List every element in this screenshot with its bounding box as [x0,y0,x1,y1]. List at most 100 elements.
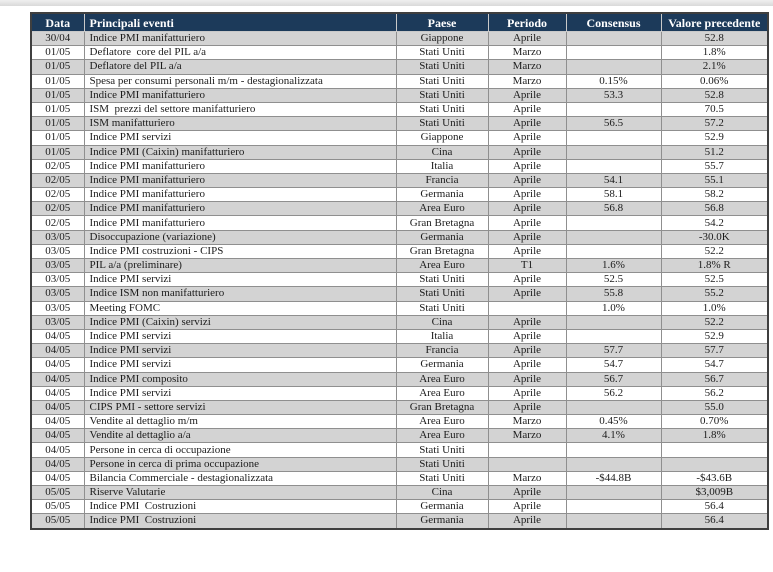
cell-data: 04/05 [30,371,85,387]
cell-precedente: 1.8% [660,45,769,61]
cell-precedente: 70.5 [660,101,769,118]
cell-data: 02/05 [30,187,85,203]
cell-periodo: Aprile [487,328,567,345]
cell-data: 02/05 [30,201,85,217]
cell-data: 03/05 [30,243,85,260]
cell-consensus: 57.7 [565,343,662,359]
cell-precedente [660,442,769,458]
cell-consensus: 56.7 [565,371,662,387]
column-header-principali-eventi: Principali eventi [83,12,397,32]
cell-data: 01/05 [30,45,85,61]
cell-paese: Stati Uniti [395,73,489,89]
cell-data: 02/05 [30,172,85,189]
cell-periodo: Aprile [487,385,567,401]
header-row: Data Principali eventi Paese Periodo Con… [30,12,769,32]
table-row: 03/05 Indice PMI servizi Stati Uniti Aprile… [30,272,769,288]
cell-paese: Giappone [395,130,489,146]
table-row: 01/05 Indice PMI servizi Giappone Aprile 52.… [30,130,769,146]
cell-precedente: 1.8% R [660,257,769,274]
cell-paese: Area Euro [395,414,489,430]
cell-paese: Cina [395,144,489,160]
cell-periodo: Aprile [487,101,567,118]
cell-periodo: Aprile [487,187,567,203]
table-row: 01/05 Deflatore core del PIL a/a Stati Uni… [30,45,769,61]
cell-data: 05/05 [30,499,85,515]
table-row: 05/05 Riserve Valutarie Cina Aprile $3,009B [30,484,769,501]
cell-consensus [565,30,662,47]
cell-data: 03/05 [30,257,85,274]
cell-precedente: 52.9 [660,130,769,146]
cell-periodo: Marzo [487,470,567,487]
cell-periodo: Aprile [487,286,567,302]
table-row: 01/05 ISM manifatturiero Stati Uniti Aprile… [30,116,769,132]
cell-paese: Giappone [395,30,489,47]
cell-consensus: 0.45% [565,414,662,430]
cell-paese: Gran Bretagna [395,215,489,231]
cell-paese: Germania [395,513,489,530]
cell-precedente: 0.06% [660,73,769,89]
cell-consensus [565,399,662,416]
cell-paese: Stati Uniti [395,300,489,316]
cell-consensus: 54.7 [565,357,662,373]
cell-precedente: 0.70% [660,414,769,430]
cell-precedente: -30.0K [660,229,769,245]
cell-data: 01/05 [30,101,85,118]
cell-evento: Indice PMI composito [83,371,397,387]
cell-precedente [660,456,769,472]
cell-paese: Stati Uniti [395,116,489,132]
cell-precedente: 1.8% [660,428,769,444]
cell-paese: Cina [395,314,489,330]
cell-precedente: 56.8 [660,201,769,217]
cell-evento: Indice PMI servizi [83,385,397,401]
cell-precedente: $3,009B [660,484,769,501]
cell-paese: Stati Uniti [395,45,489,61]
table-row: 04/05 Persone in cerca di occupazione Stat… [30,442,769,458]
table-row: 30/04 Indice PMI manifatturiero Giappone Ap… [30,30,769,47]
cell-data: 03/05 [30,229,85,245]
cell-evento: Indice PMI manifatturiero [83,87,397,103]
cell-periodo: Marzo [487,428,567,444]
cell-consensus [565,144,662,160]
cell-precedente: 58.2 [660,187,769,203]
cell-paese: Stati Uniti [395,101,489,118]
cell-paese: Area Euro [395,201,489,217]
cell-evento: Meeting FOMC [83,300,397,316]
cell-paese: Gran Bretagna [395,399,489,416]
cell-precedente: 54.7 [660,357,769,373]
cell-precedente: 57.2 [660,116,769,132]
table-row: 04/05 Persone in cerca di prima occupazio… [30,456,769,472]
cell-consensus: 53.3 [565,87,662,103]
cell-precedente: 52.8 [660,87,769,103]
cell-precedente: 51.2 [660,144,769,160]
cell-paese: Stati Uniti [395,272,489,288]
cell-periodo: Aprile [487,87,567,103]
cell-paese: Gran Bretagna [395,243,489,260]
cell-evento: Indice PMI (Caixin) servizi [83,314,397,330]
cell-precedente: 56.4 [660,499,769,515]
table-row: 04/05 Indice PMI composito Area Euro Aprile… [30,371,769,387]
cell-evento: Riserve Valutarie [83,484,397,501]
cell-consensus [565,314,662,330]
table-row: 04/05 Bilancia Commerciale - destagionali… [30,470,769,487]
cell-paese: Area Euro [395,385,489,401]
cell-precedente: 55.2 [660,286,769,302]
cell-periodo: T1 [487,257,567,274]
cell-consensus [565,243,662,260]
cell-consensus: 0.15% [565,73,662,89]
cell-consensus [565,456,662,472]
table-row: 04/05 CIPS PMI - settore servizi Gran Bret… [30,399,769,416]
table-row: 02/05 Indice PMI manifatturiero Germania Ap… [30,187,769,203]
cell-precedente: -$43.6B [660,470,769,487]
cell-data: 04/05 [30,414,85,430]
table-row: 02/05 Indice PMI manifatturiero Gran Breta… [30,215,769,231]
cell-precedente: 55.7 [660,158,769,174]
cell-data: 03/05 [30,300,85,316]
cell-data: 01/05 [30,59,85,75]
cell-data: 04/05 [30,328,85,345]
cell-consensus [565,499,662,515]
cell-paese: Italia [395,328,489,345]
cell-evento: PIL a/a (preliminare) [83,257,397,274]
table-row: 03/05 PIL a/a (preliminare) Area Euro T1 1.6… [30,257,769,274]
cell-data: 03/05 [30,314,85,330]
cell-paese: Germania [395,499,489,515]
